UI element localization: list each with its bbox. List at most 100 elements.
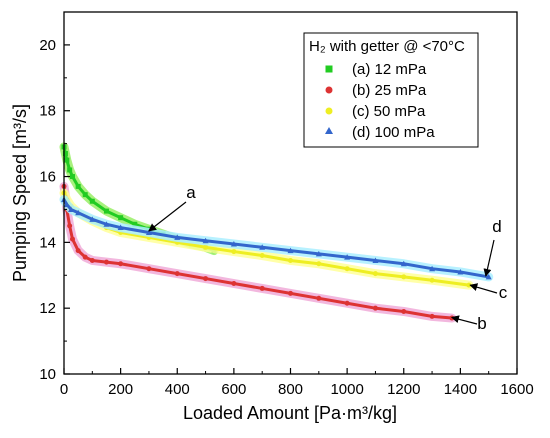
data-point [63,201,70,208]
data-point [103,259,109,265]
legend-label-a: (a) 12 mPa [352,61,427,78]
data-point [118,215,124,221]
data-point [132,221,138,227]
data-point [89,216,96,222]
legend-marker-a [325,65,333,73]
data-point [401,274,407,280]
x-tick-label: 200 [108,381,133,398]
data-point [75,209,82,216]
data-point [344,254,351,260]
data-point [401,308,407,314]
legend-label-d: (d) 100 mPa [352,124,435,141]
legend-marker-c [325,107,333,115]
x-tick-label: 600 [221,381,246,398]
series-c [59,188,474,290]
data-point [82,254,88,260]
data-point [67,167,73,173]
data-point [174,234,181,240]
data-point [372,305,378,311]
y-tick-label: 14 [39,234,56,251]
data-point [117,224,124,231]
data-point [69,236,75,242]
data-point [82,192,88,198]
data-point [230,241,237,247]
data-point [344,300,350,306]
legend-marker-d [325,127,333,134]
y-tick-label: 20 [39,37,56,54]
annotation-layer: a d cb [148,183,508,333]
legend-items: (a) 12 mPa (b) 25 mPa (c) 50 mPa (d) 100 mP… [325,61,435,141]
series-d [59,195,494,282]
data-point [231,281,237,286]
y-tick-label: 10 [39,366,56,383]
data-point [259,253,265,259]
x-tick-label: 1600 [500,381,533,398]
x-tick-label: 400 [165,381,190,398]
data-point [203,244,209,250]
data-point [69,174,75,180]
data-point [89,198,95,204]
legend-title: H₂ with getter @ <70°C [309,38,465,55]
data-point [67,223,73,229]
data-point [75,183,81,189]
annotation-label-b: b [477,314,486,333]
data-point [429,277,435,283]
data-point [288,290,293,296]
annotation-arrow-c [469,283,498,294]
legend-label-c: (c) 50 mPa [352,103,426,120]
annotation-arrow-b [450,315,478,325]
data-point [259,244,266,250]
x-axis-title: Loaded Amount [Pa·m³/kg] [183,403,397,423]
data-point [259,285,265,291]
data-point [118,261,124,267]
data-point [68,206,75,212]
series-c-line [62,191,471,287]
data-point [89,257,95,263]
data-point [203,276,209,282]
ticks-layer: 0 200 400 600 800 1000 1200 1400 1600 10 12 14 16 18 2… [39,37,533,398]
data-point [202,237,209,244]
data-point [75,248,81,254]
annotation-label-d: d [492,217,501,236]
annotation-arrow-a [148,201,187,232]
y-tick-label: 18 [39,103,56,120]
x-tick-label: 1200 [387,381,420,398]
x-tick-label: 1000 [330,381,363,398]
data-point [103,208,109,214]
data-point [429,313,435,319]
annotation-label-a: a [186,183,196,202]
y-tick-label: 16 [39,169,56,186]
series-c-band [59,188,474,290]
data-point [400,260,407,267]
data-point [372,257,379,263]
annotation-arrow-d [483,239,495,277]
series-d-line [62,198,491,279]
y-tick-label: 12 [39,300,56,317]
legend-box [303,32,479,148]
data-point [146,266,152,272]
series-b-line [62,184,454,320]
annotation-label-c: c [499,283,508,302]
data-point [457,268,464,275]
data-point [231,249,237,255]
x-tick-label: 0 [60,381,68,398]
data-point [174,271,180,277]
data-point [344,266,350,272]
series-layer [59,142,494,323]
data-point [429,265,436,272]
data-point [145,229,152,235]
data-point [315,250,322,257]
data-point [316,261,322,267]
data-point [288,257,293,263]
data-point [316,295,322,301]
data-point [62,151,68,157]
legend: H₂ with getter @ <70°C (a) 12 mPa (b) 25 … [303,32,479,148]
data-point [287,247,294,254]
data-point [64,157,70,163]
x-tick-label: 1400 [444,381,477,398]
data-point [103,221,110,227]
legend-marker-b [325,86,333,94]
data-point [372,271,378,277]
x-tick-label: 800 [278,381,303,398]
